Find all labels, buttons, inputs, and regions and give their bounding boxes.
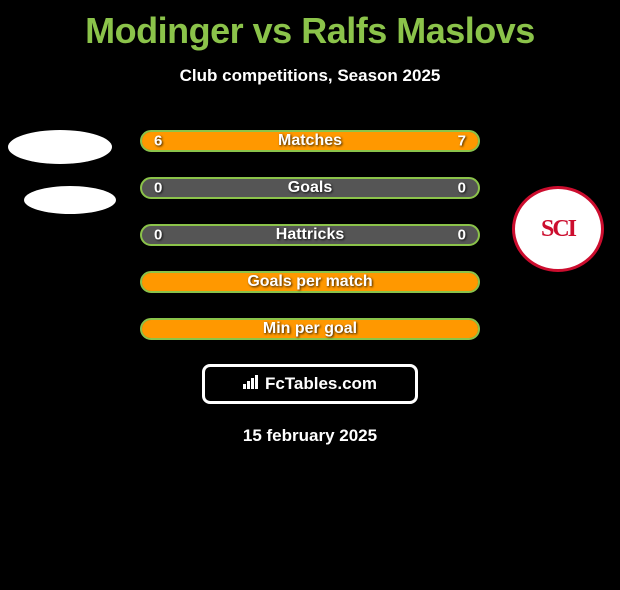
watermark-text: FcTables.com	[265, 374, 377, 394]
stat-value-right: 7	[458, 133, 466, 150]
stat-label: Goals per match	[247, 273, 372, 291]
club-crest: SCI	[512, 186, 604, 272]
stat-value-left: 0	[154, 227, 162, 244]
stat-row: Goals per match	[140, 271, 480, 293]
player-left-badge-1	[8, 130, 112, 164]
player-left-badge-2	[24, 186, 116, 214]
stat-label: Matches	[278, 132, 342, 150]
stat-fill-left	[142, 132, 297, 150]
player-right-club-badge: SCI	[512, 186, 610, 272]
stat-value-right: 0	[458, 227, 466, 244]
watermark: FcTables.com	[202, 364, 418, 404]
club-abbrev: SCI	[541, 216, 575, 243]
stat-row: 0 0 Hattricks	[140, 224, 480, 246]
stat-label: Min per goal	[263, 320, 357, 338]
stat-label: Goals	[288, 179, 332, 197]
bar-chart-icon	[243, 375, 261, 394]
stat-label: Hattricks	[276, 226, 344, 244]
date: 15 february 2025	[0, 426, 620, 446]
stat-row: Min per goal	[140, 318, 480, 340]
stat-value-left: 0	[154, 180, 162, 197]
stat-row: 6 7 Matches	[140, 130, 480, 152]
stat-value-left: 6	[154, 133, 162, 150]
stat-value-right: 0	[458, 180, 466, 197]
stat-row: 0 0 Goals	[140, 177, 480, 199]
subtitle: Club competitions, Season 2025	[0, 66, 620, 86]
page-title: Modinger vs Ralfs Maslovs	[0, 10, 620, 52]
